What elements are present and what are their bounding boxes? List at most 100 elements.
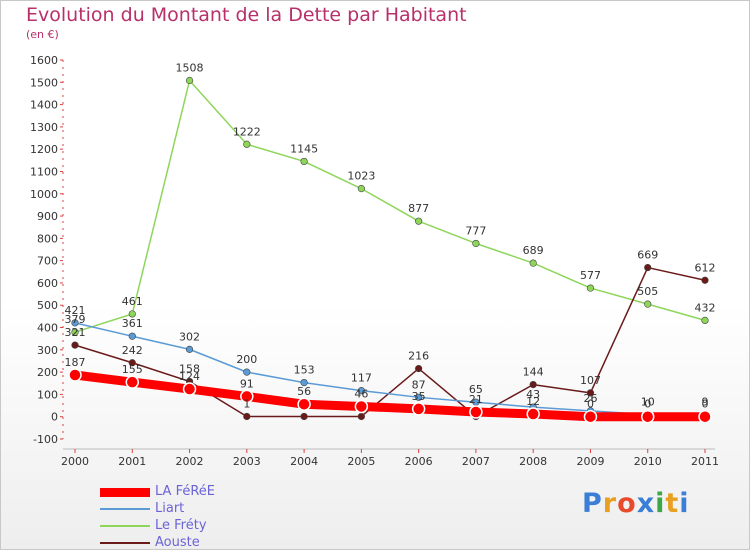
data-label: 12: [526, 395, 540, 408]
data-label: 432: [695, 301, 716, 314]
data-point: [529, 259, 537, 267]
data-label: 65: [469, 383, 483, 396]
data-point: [415, 393, 423, 401]
data-label: 144: [523, 366, 544, 379]
data-label: 461: [122, 295, 143, 308]
data-label: 200: [236, 353, 257, 366]
legend-label-la-feree: LA FéRéE: [155, 484, 215, 499]
data-point: [71, 341, 79, 349]
y-tick-label: 300: [37, 344, 58, 357]
logo-letter: x: [636, 488, 656, 519]
data-label: 1222: [233, 125, 261, 138]
data-point: [472, 239, 480, 248]
data-label: 187: [65, 356, 86, 369]
data-label: 379: [65, 313, 86, 326]
data-point: [354, 399, 369, 414]
data-point: [300, 378, 308, 387]
data-label: 155: [122, 363, 143, 376]
x-tick-label: 2003: [233, 455, 261, 468]
y-tick-label: 900: [37, 210, 58, 223]
data-point: [128, 332, 136, 340]
data-point: [415, 364, 423, 373]
data-label: 91: [240, 377, 254, 390]
y-tick-label: 600: [37, 277, 58, 290]
data-label: 35: [412, 390, 426, 403]
data-point: [71, 319, 79, 327]
series-line-liart: [74, 322, 706, 416]
data-point: [125, 375, 140, 389]
x-tick-label: 2011: [691, 455, 719, 468]
data-point: [644, 300, 652, 308]
series-line-aouste: [74, 266, 706, 418]
x-tick-label: 2007: [462, 455, 490, 468]
series-line-la-f-r-e: [70, 370, 710, 422]
data-point: [243, 368, 251, 376]
data-label: 421: [65, 304, 86, 317]
y-tick-label: 1600: [30, 54, 58, 67]
y-tick-label: 1300: [30, 121, 58, 134]
data-point: [698, 409, 712, 424]
logo-letter: t: [665, 488, 680, 519]
x-tick-label: 2002: [176, 455, 204, 468]
data-label: 1508: [176, 62, 204, 75]
data-point: [357, 412, 365, 421]
x-tick-label: 2000: [61, 455, 89, 468]
legend-swatch-aouste: [100, 542, 150, 544]
proxiti-logo: Proxiti: [582, 488, 690, 519]
x-tick-label: 2008: [519, 455, 547, 468]
y-tick-label: 700: [37, 255, 58, 268]
data-point: [415, 217, 423, 225]
data-point: [185, 345, 194, 353]
data-point: [411, 402, 426, 416]
data-label: 1145: [290, 142, 318, 155]
data-point: [68, 368, 82, 382]
data-label: 46: [354, 387, 368, 400]
data-label: 216: [408, 350, 429, 363]
data-label: 877: [408, 202, 429, 215]
y-tick-label: 1000: [30, 188, 58, 201]
data-label: 26: [583, 392, 597, 405]
data-label: 669: [637, 249, 658, 262]
data-label: 10: [641, 395, 655, 408]
data-point: [240, 389, 254, 404]
data-point: [243, 412, 251, 421]
data-point: [586, 389, 595, 397]
data-label: 9: [702, 396, 709, 409]
data-label: 321: [65, 326, 86, 339]
logo-letter: i: [655, 488, 666, 519]
data-label: 577: [580, 269, 601, 282]
x-tick-label: 2005: [347, 455, 375, 468]
data-label: 56: [297, 385, 311, 398]
data-point: [529, 381, 537, 389]
y-tick-label: 100: [37, 388, 58, 401]
data-point: [583, 409, 598, 424]
data-label: 1: [243, 397, 250, 410]
x-tick-label: 2009: [576, 455, 604, 468]
data-label: 1023: [347, 170, 375, 183]
data-point: [640, 409, 655, 424]
x-tick-label: 2010: [634, 455, 662, 468]
chart-title: Evolution du Montant de la Dette par Hab…: [26, 4, 467, 26]
data-label: 124: [179, 370, 200, 383]
data-label: 689: [523, 244, 544, 257]
y-tick-label: 500: [37, 299, 58, 312]
data-label: 242: [122, 344, 143, 357]
y-tick-label: -100: [33, 433, 58, 446]
legend-label-aouste: Aouste: [155, 535, 200, 550]
data-label: 21: [469, 393, 483, 406]
legend-label-liart: Liart: [155, 501, 185, 516]
legend-label-le-frety: Le Fréty: [155, 518, 207, 533]
series-line-le-fr-ty: [74, 79, 706, 333]
x-tick-label: 2006: [405, 455, 433, 468]
data-label: 0: [587, 398, 594, 411]
data-point: [357, 387, 365, 395]
data-point: [71, 328, 79, 336]
data-point: [469, 405, 483, 419]
legend-swatch-liart: [100, 508, 150, 510]
data-point: [128, 310, 136, 318]
data-point: [297, 397, 311, 411]
y-tick-label: 0: [51, 411, 58, 424]
legend-swatch-le-frety: [100, 525, 150, 527]
